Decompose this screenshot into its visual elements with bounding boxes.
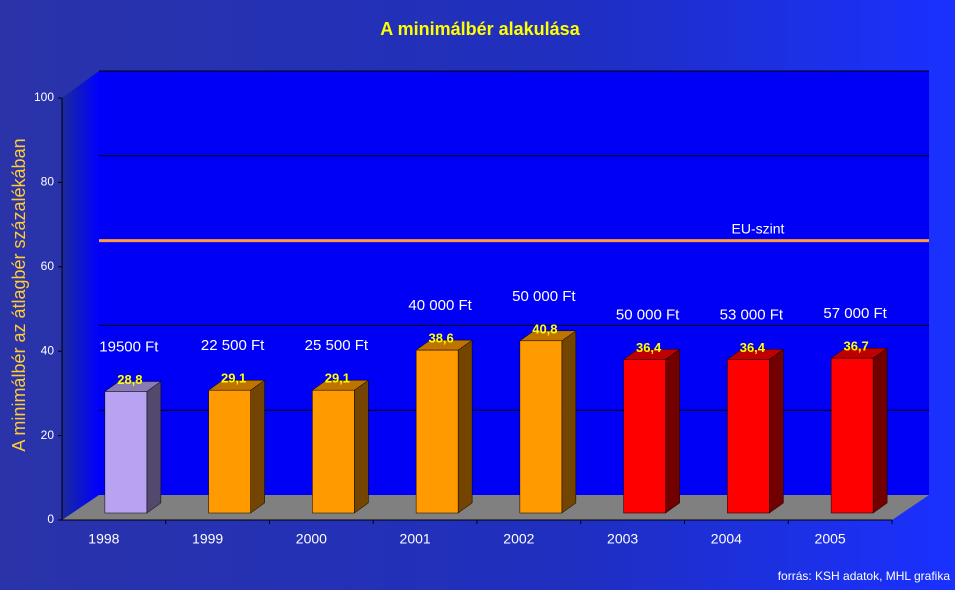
- y-axis-title: A minimálbér az átlagbér százalékában: [9, 138, 29, 451]
- bar: [104, 391, 148, 514]
- bar: [415, 349, 459, 514]
- y-tick-label: 0: [47, 512, 54, 526]
- value-label: 36,4: [636, 340, 662, 355]
- value-label: 38,6: [428, 331, 453, 346]
- x-tick-label: 2002: [503, 531, 534, 547]
- x-tick-label: 1998: [88, 531, 119, 547]
- chart-title: A minimálbér alakulása: [380, 19, 580, 39]
- value-label: 28,8: [117, 372, 142, 387]
- value-label: 36,4: [740, 340, 766, 355]
- bar-annotation: 40 000 Ft: [408, 297, 472, 314]
- side-wall: [62, 71, 99, 520]
- bar-side: [665, 348, 680, 514]
- source-note: forrás: KSH adatok, MHL grafika: [778, 569, 951, 583]
- bar-annotation: 19500 Ft: [99, 338, 159, 355]
- bar: [519, 340, 563, 514]
- bar-side: [250, 379, 265, 514]
- value-label: 29,1: [325, 371, 350, 386]
- bar-side: [769, 348, 784, 514]
- bar-annotation: 22 500 Ft: [201, 337, 265, 354]
- y-tick-label: 100: [34, 90, 54, 104]
- value-label: 29,1: [221, 371, 246, 386]
- reference-label: EU-szint: [732, 220, 785, 236]
- y-tick-label: 60: [41, 259, 55, 273]
- y-tick-label: 20: [41, 428, 55, 442]
- x-tick-label: 1999: [192, 531, 223, 547]
- bar-annotation: 50 000 Ft: [512, 288, 576, 305]
- bar-side: [146, 380, 162, 514]
- bar: [623, 359, 666, 514]
- value-label: 36,7: [843, 339, 868, 354]
- x-tick-label: 2005: [815, 531, 846, 547]
- bar-annotation: 50 000 Ft: [616, 306, 680, 323]
- back-wall: [99, 71, 929, 495]
- bar: [208, 389, 251, 514]
- bar-annotation: 57 000 Ft: [823, 305, 887, 322]
- bar-annotation: 53 000 Ft: [720, 306, 784, 323]
- bar: [312, 389, 355, 514]
- x-tick-label: 2003: [607, 531, 638, 547]
- bar: [727, 359, 770, 514]
- bar: [830, 357, 874, 514]
- bar-side: [457, 339, 473, 514]
- bar-side: [872, 347, 888, 514]
- bar-annotation: 25 500 Ft: [305, 337, 369, 354]
- x-tick-label: 2004: [711, 531, 742, 547]
- x-tick-label: 2001: [400, 531, 431, 547]
- bar-side: [561, 330, 577, 514]
- value-label: 40,8: [532, 321, 557, 336]
- bar-side: [354, 379, 369, 514]
- floor: [62, 495, 929, 520]
- x-tick-label: 2000: [296, 531, 327, 547]
- y-tick-label: 40: [41, 343, 55, 357]
- y-tick-label: 80: [41, 175, 55, 189]
